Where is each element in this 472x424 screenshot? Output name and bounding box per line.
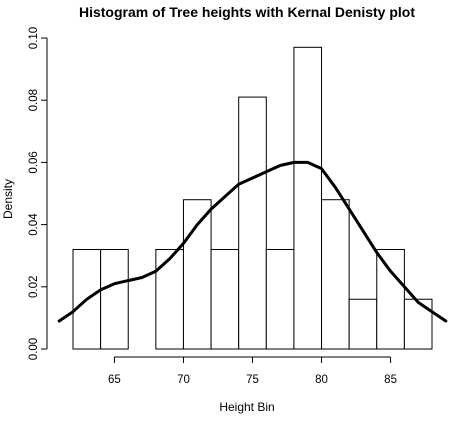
chart-title: Histogram of Tree heights with Kernal De… <box>79 4 415 20</box>
histogram-bar <box>155 248 184 350</box>
histogram-bar <box>100 248 129 350</box>
x-tick-label: 85 <box>384 374 397 386</box>
y-tick-label: 0.00 <box>28 338 40 360</box>
histogram-bar <box>403 298 433 350</box>
x-axis: 65 70 75 80 85 <box>108 356 397 386</box>
histogram-bar <box>182 199 212 350</box>
x-tick-label: 75 <box>246 374 259 386</box>
density-curve <box>57 160 448 323</box>
y-axis: 0.00 0.02 0.04 0.06 0.08 0.10 <box>28 27 48 360</box>
x-tick-label: 80 <box>315 374 328 386</box>
histogram-bar <box>238 96 267 350</box>
y-tick-label: 0.10 <box>28 27 40 49</box>
y-tick-label: 0.08 <box>28 89 40 111</box>
y-tick-label: 0.02 <box>28 276 40 298</box>
x-tick-label: 70 <box>177 374 190 386</box>
histogram-bars <box>72 46 433 350</box>
histogram-bar <box>293 46 323 350</box>
histogram-bar <box>210 248 240 350</box>
x-tick-label: 65 <box>108 374 121 386</box>
histogram-bar <box>265 248 295 350</box>
histogram-bar <box>348 298 378 350</box>
y-tick-label: 0.04 <box>28 213 40 236</box>
x-axis-label: Height Bin <box>219 400 274 414</box>
histogram-bar <box>321 199 350 350</box>
y-axis-label: Density <box>1 179 15 219</box>
histogram-bar <box>376 248 405 350</box>
y-tick-label: 0.06 <box>28 151 40 173</box>
